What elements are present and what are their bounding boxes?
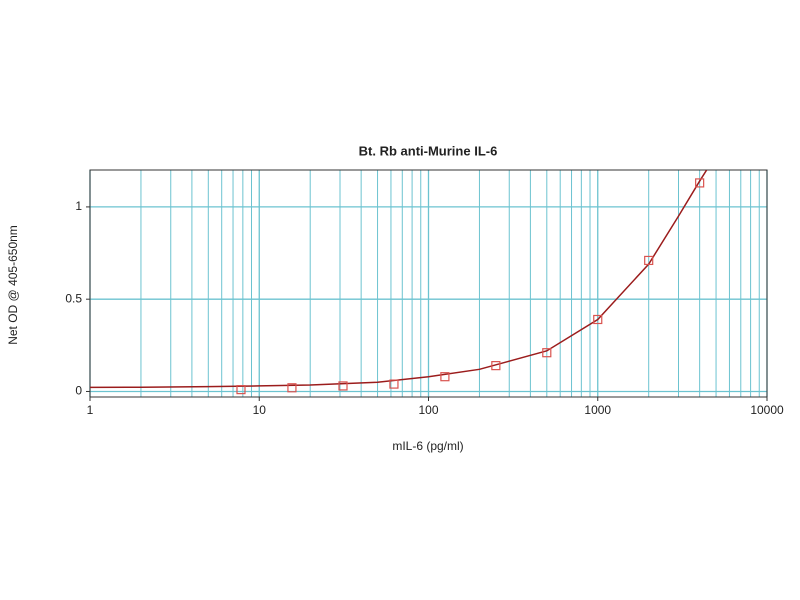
y-tick-label: 0 xyxy=(75,384,82,398)
x-tick-label: 100 xyxy=(418,403,438,417)
y-axis-label: Net OD @ 405-650nm xyxy=(6,225,20,345)
data-point xyxy=(236,385,246,395)
plot-frame xyxy=(89,169,768,398)
x-axis-label: mIL-6 (pg/ml) xyxy=(392,439,463,453)
chart-title: Bt. Rb anti-Murine IL-6 xyxy=(359,143,498,158)
data-point xyxy=(695,178,705,188)
x-tick-label: 1 xyxy=(87,403,94,417)
data-point xyxy=(644,255,654,266)
x-tick-label: 10000 xyxy=(750,403,784,417)
data-point xyxy=(491,361,501,371)
x-tick-label: 10 xyxy=(253,403,267,417)
data-point xyxy=(389,379,399,389)
x-tick-label: 1000 xyxy=(584,403,611,417)
y-tick-label: 0.5 xyxy=(65,291,82,305)
fit-curve xyxy=(90,170,708,389)
data-point xyxy=(542,348,552,358)
data-point xyxy=(338,381,348,391)
plot-area xyxy=(90,170,708,389)
data-point xyxy=(593,314,603,325)
y-tick-label: 1 xyxy=(75,199,82,213)
data-point xyxy=(440,372,450,382)
data-point xyxy=(287,383,297,393)
